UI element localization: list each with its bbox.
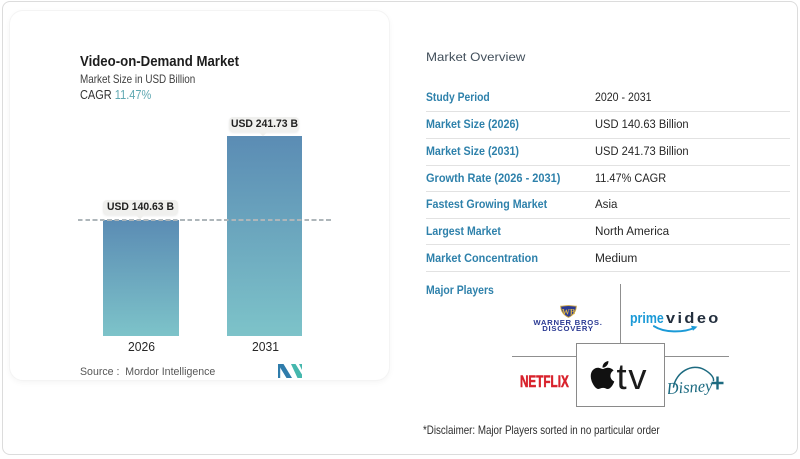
svg-text:Disney: Disney [668,376,714,398]
svg-text:WB: WB [562,307,576,316]
